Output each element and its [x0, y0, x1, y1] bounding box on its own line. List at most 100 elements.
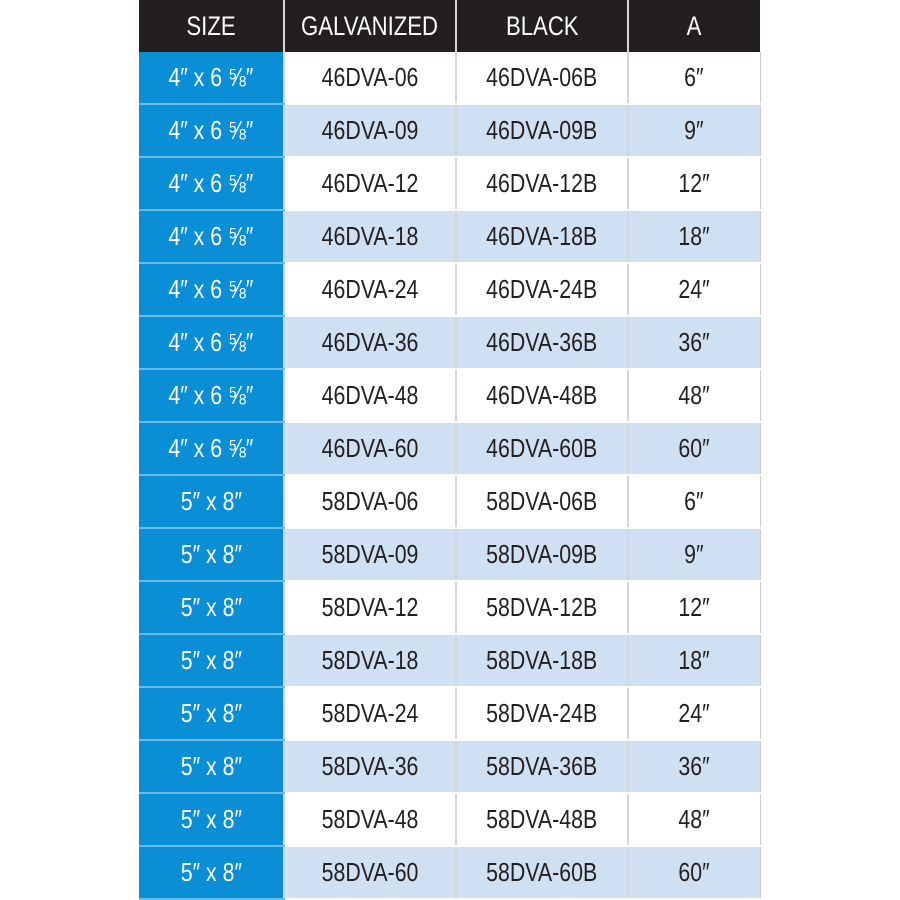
cell-text: 4″ x 6 ⅝″: [168, 327, 254, 357]
table-row: 5″ x 8″ 58DVA-18 58DVA-18B 18″: [139, 634, 761, 688]
galvanized-cell: 58DVA-12: [284, 581, 457, 635]
black-cell: 46DVA-24B: [456, 263, 629, 317]
cell-text: 58DVA-36B: [486, 751, 598, 781]
a-cell: 18″: [628, 210, 761, 264]
cell-text: 5″ x 8″: [180, 751, 242, 781]
size-cell: 5″ x 8″: [139, 846, 285, 900]
cell-text: 46DVA-06: [321, 62, 419, 92]
cell-text: 58DVA-09B: [486, 539, 598, 569]
cell-text: 36″: [678, 327, 710, 357]
cell-text: 46DVA-06B: [486, 62, 598, 92]
cell-text: 4″ x 6 ⅝″: [168, 274, 254, 304]
table-row: 5″ x 8″ 58DVA-60 58DVA-60B 60″: [139, 846, 761, 900]
size-cell: 5″ x 8″: [139, 687, 285, 741]
cell-text: 36″: [678, 751, 710, 781]
header-label: GALVANIZED: [301, 10, 439, 41]
a-cell: 6″: [628, 52, 761, 105]
galvanized-cell: 58DVA-09: [284, 528, 457, 582]
cell-text: 12″: [678, 592, 710, 622]
a-cell: 12″: [628, 157, 761, 211]
size-cell: 4″ x 6 ⅝″: [139, 104, 285, 158]
cell-text: 5″ x 8″: [180, 592, 242, 622]
galvanized-cell: 58DVA-60: [284, 846, 457, 900]
galvanized-cell: 46DVA-36: [284, 316, 457, 370]
header-label: SIZE: [186, 10, 236, 41]
cell-text: 5″ x 8″: [180, 486, 242, 516]
black-cell: 58DVA-48B: [456, 793, 629, 847]
table-row: 5″ x 8″ 58DVA-24 58DVA-24B 24″: [139, 687, 761, 741]
a-cell: 60″: [628, 846, 761, 900]
cell-text: 46DVA-48B: [486, 380, 598, 410]
size-cell: 5″ x 8″: [139, 581, 285, 635]
cell-text: 58DVA-48B: [486, 804, 598, 834]
galvanized-cell: 46DVA-09: [284, 104, 457, 158]
table-row: 5″ x 8″ 58DVA-48 58DVA-48B 48″: [139, 793, 761, 847]
a-cell: 36″: [628, 740, 761, 794]
black-cell: 46DVA-09B: [456, 104, 629, 158]
galvanized-cell: 58DVA-48: [284, 793, 457, 847]
black-cell: 58DVA-12B: [456, 581, 629, 635]
a-cell: 36″: [628, 316, 761, 370]
header-black: BLACK: [456, 0, 629, 52]
cell-text: 48″: [678, 804, 710, 834]
black-cell: 46DVA-18B: [456, 210, 629, 264]
black-cell: 46DVA-48B: [456, 369, 629, 423]
cell-text: 5″ x 8″: [180, 857, 242, 887]
cell-text: 46DVA-36B: [486, 327, 598, 357]
cell-text: 58DVA-18B: [486, 645, 598, 675]
galvanized-cell: 46DVA-12: [284, 157, 457, 211]
cell-text: 24″: [678, 274, 710, 304]
cell-text: 46DVA-09B: [486, 115, 598, 145]
black-cell: 46DVA-06B: [456, 52, 629, 105]
cell-text: 58DVA-36: [321, 751, 419, 781]
table-row: 4″ x 6 ⅝″ 46DVA-48 46DVA-48B 48″: [139, 369, 761, 423]
a-cell: 18″: [628, 634, 761, 688]
galvanized-cell: 58DVA-36: [284, 740, 457, 794]
size-cell: 4″ x 6 ⅝″: [139, 316, 285, 370]
cell-text: 46DVA-36: [321, 327, 419, 357]
cell-text: 4″ x 6 ⅝″: [168, 380, 254, 410]
cell-text: 18″: [678, 645, 710, 675]
a-cell: 6″: [628, 475, 761, 529]
a-cell: 60″: [628, 422, 761, 476]
black-cell: 58DVA-18B: [456, 634, 629, 688]
cell-text: 46DVA-60: [321, 433, 419, 463]
size-cell: 4″ x 6 ⅝″: [139, 422, 285, 476]
header-label: BLACK: [505, 10, 579, 41]
cell-text: 58DVA-12: [321, 592, 419, 622]
cell-text: 46DVA-12B: [486, 168, 598, 198]
table-row: 4″ x 6 ⅝″ 46DVA-24 46DVA-24B 24″: [139, 263, 761, 317]
cell-text: 4″ x 6 ⅝″: [168, 221, 254, 251]
galvanized-cell: 46DVA-48: [284, 369, 457, 423]
cell-text: 46DVA-18: [321, 221, 419, 251]
header-row: SIZE GALVANIZED BLACK A: [139, 0, 760, 52]
cell-text: 46DVA-24: [321, 274, 419, 304]
cell-text: 5″ x 8″: [180, 804, 242, 834]
galvanized-cell: 46DVA-60: [284, 422, 457, 476]
table-row: 5″ x 8″ 58DVA-09 58DVA-09B 9″: [139, 528, 761, 582]
galvanized-cell: 46DVA-24: [284, 263, 457, 317]
header-galvanized: GALVANIZED: [284, 0, 457, 52]
cell-text: 46DVA-48: [321, 380, 419, 410]
cell-text: 58DVA-60B: [486, 857, 598, 887]
cell-text: 12″: [678, 168, 710, 198]
cell-text: 18″: [678, 221, 710, 251]
galvanized-cell: 58DVA-18: [284, 634, 457, 688]
a-cell: 12″: [628, 581, 761, 635]
black-cell: 58DVA-24B: [456, 687, 629, 741]
black-cell: 58DVA-60B: [456, 846, 629, 900]
table-row: 4″ x 6 ⅝″ 46DVA-12 46DVA-12B 12″: [139, 157, 761, 211]
cell-text: 58DVA-09: [321, 539, 419, 569]
a-cell: 9″: [628, 528, 761, 582]
black-cell: 46DVA-60B: [456, 422, 629, 476]
black-cell: 58DVA-09B: [456, 528, 629, 582]
cell-text: 46DVA-18B: [486, 221, 598, 251]
galvanized-cell: 46DVA-06: [284, 52, 457, 105]
cell-text: 58DVA-06B: [486, 486, 598, 516]
cell-text: 9″: [684, 539, 704, 569]
cell-text: 6″: [684, 486, 704, 516]
cell-text: 4″ x 6 ⅝″: [168, 115, 254, 145]
cell-text: 6″: [684, 62, 704, 92]
cell-text: 5″ x 8″: [180, 539, 242, 569]
size-cell: 5″ x 8″: [139, 740, 285, 794]
